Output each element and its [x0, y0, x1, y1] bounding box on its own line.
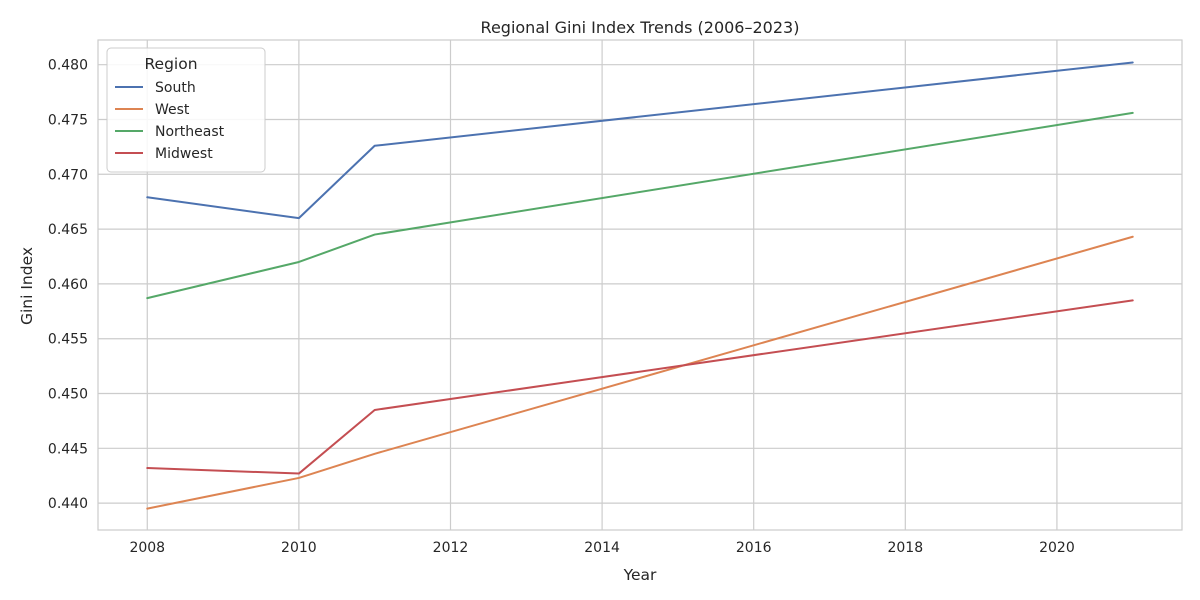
- x-tick-label: 2008: [129, 540, 165, 556]
- series-line-midwest: [146, 299, 1134, 475]
- x-axis-ticks: 2008 2010 2012 2014 2016 2018 2020: [129, 540, 1074, 556]
- x-tick-label: 2016: [736, 540, 772, 556]
- y-tick-label: 0.465: [48, 222, 88, 238]
- y-tick-label: 0.440: [48, 496, 88, 512]
- series-lines: [146, 61, 1134, 510]
- x-tick-label: 2020: [1039, 540, 1075, 556]
- legend-label-midwest: Midwest: [155, 146, 213, 162]
- series-line-south: [146, 61, 1134, 220]
- legend-title: Region: [144, 55, 197, 73]
- y-tick-label: 0.460: [48, 277, 88, 293]
- series-line-west: [146, 235, 1134, 510]
- y-tick-label: 0.480: [48, 58, 88, 74]
- x-tick-label: 2018: [887, 540, 923, 556]
- legend-box: [106, 47, 266, 173]
- series-line-northeast: [146, 111, 1134, 300]
- legend-label-west: West: [155, 102, 190, 118]
- x-tick-label: 2012: [433, 540, 469, 556]
- y-tick-label: 0.450: [48, 387, 88, 403]
- legend-label-northeast: Northeast: [155, 124, 225, 140]
- grid: [98, 40, 1182, 530]
- y-tick-label: 0.475: [48, 112, 88, 128]
- x-axis-label: Year: [623, 566, 657, 584]
- x-tick-label: 2014: [584, 540, 620, 556]
- legend-items: South West Northeast Midwest: [115, 80, 225, 162]
- x-tick-label: 2010: [281, 540, 317, 556]
- chart-title: Regional Gini Index Trends (2006–2023): [481, 18, 800, 37]
- y-tick-label: 0.455: [48, 332, 88, 348]
- y-axis-label: Gini Index: [18, 247, 36, 325]
- y-axis-ticks: 0.440 0.445 0.450 0.455 0.460 0.465 0.470 0.475…: [48, 58, 88, 512]
- legend-label-south: South: [155, 80, 196, 96]
- legend: Region South West Northeast Midwest: [106, 47, 266, 173]
- y-tick-label: 0.445: [48, 441, 88, 457]
- plot-frame: [97, 39, 1183, 531]
- y-tick-label: 0.470: [48, 167, 88, 183]
